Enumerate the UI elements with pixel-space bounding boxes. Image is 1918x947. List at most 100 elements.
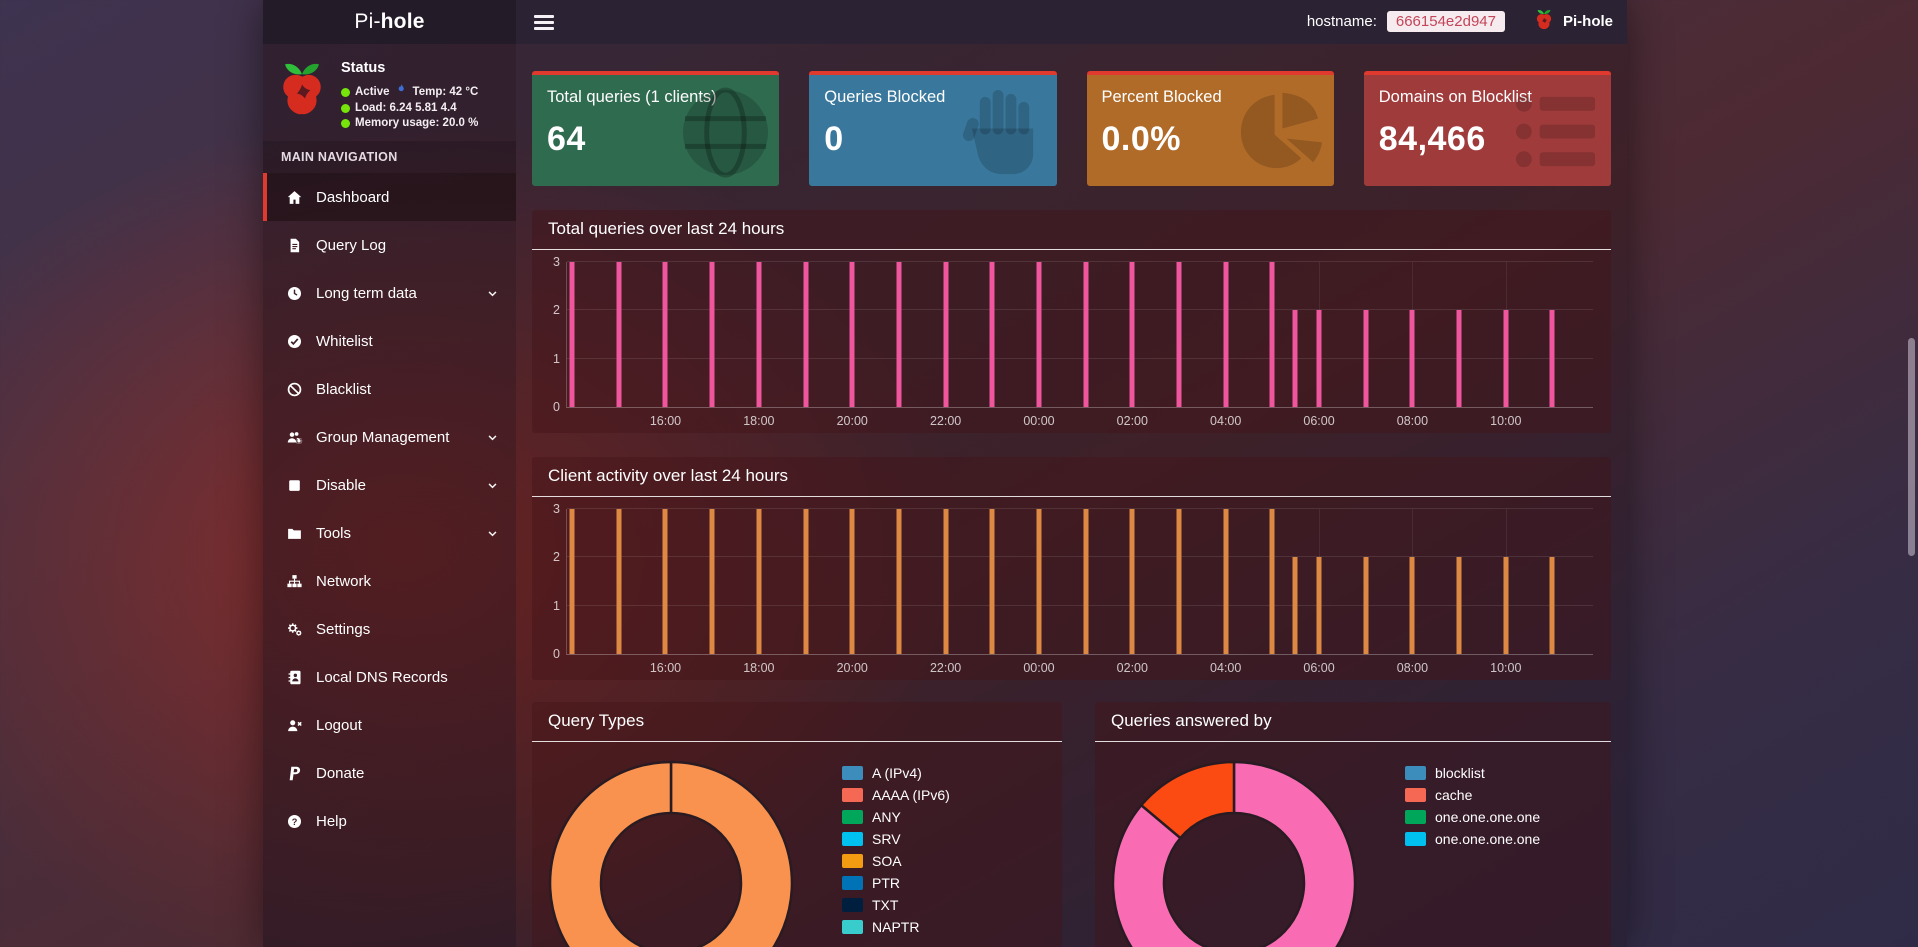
scrollbar-thumb[interactable]: [1908, 338, 1915, 556]
bar[interactable]: [616, 262, 622, 407]
bar[interactable]: [569, 262, 575, 407]
sidebar-item-label: Long term data: [316, 284, 417, 302]
bar[interactable]: [662, 262, 668, 407]
donut-slice[interactable]: [1111, 760, 1357, 947]
bar[interactable]: [803, 262, 809, 407]
legend-item[interactable]: one.one.one.one: [1405, 830, 1540, 848]
bar[interactable]: [756, 262, 762, 407]
bar[interactable]: [803, 509, 809, 654]
brand-bold: hole: [380, 10, 425, 33]
bar[interactable]: [1269, 262, 1275, 407]
sidebar-item-help[interactable]: ? Help: [263, 797, 516, 845]
bar[interactable]: [1292, 310, 1298, 407]
sidebar-item-label: Donate: [316, 764, 365, 782]
sidebar-item-disable[interactable]: Disable: [263, 461, 516, 509]
bar[interactable]: [1292, 557, 1298, 654]
legend-item[interactable]: cache: [1405, 786, 1540, 804]
bar[interactable]: [1409, 557, 1415, 654]
bar[interactable]: [1316, 557, 1322, 654]
legend-item[interactable]: A (IPv4): [842, 764, 950, 782]
legend-item[interactable]: one.one.one.one: [1405, 808, 1540, 826]
sidebar-menu: Dashboard Query Log Long term data Whitelis…: [263, 173, 516, 845]
bar-chart-canvas[interactable]: 0 1 2 3 16:00 18:00 20:00 22:00 00:00 02:00 04:00 0…: [553, 502, 1593, 675]
sidebar-item-logout[interactable]: Logout: [263, 701, 516, 749]
bar[interactable]: [1036, 509, 1042, 654]
legend-item[interactable]: ANY: [842, 808, 950, 826]
bar[interactable]: [1176, 509, 1182, 654]
legend-item[interactable]: TXT: [842, 896, 950, 914]
bar[interactable]: [1316, 310, 1322, 407]
bar[interactable]: [849, 509, 855, 654]
status-dot-icon: [341, 104, 350, 113]
bar[interactable]: [1363, 557, 1369, 654]
sidebar-item-donate[interactable]: Donate: [263, 749, 516, 797]
x-axis-tick-label: 02:00: [1116, 661, 1148, 675]
bar[interactable]: [989, 262, 995, 407]
bar[interactable]: [1503, 310, 1509, 407]
navbar-logo[interactable]: Pi-hole: [1533, 7, 1613, 38]
sidebar-item-dashboard[interactable]: Dashboard: [263, 173, 516, 221]
stat-card-value: 0: [824, 120, 844, 158]
legend-item[interactable]: AAAA (IPv6): [842, 786, 950, 804]
donut-slice[interactable]: [1139, 760, 1236, 840]
bar[interactable]: [989, 509, 995, 654]
sidebar-item-network[interactable]: Network: [263, 557, 516, 605]
stat-card-queries-blocked[interactable]: Queries Blocked 0: [809, 71, 1057, 186]
bar[interactable]: [1456, 310, 1462, 407]
sidebar-item-tools[interactable]: Tools: [263, 509, 516, 557]
legend-item[interactable]: PTR: [842, 874, 950, 892]
bar[interactable]: [1363, 310, 1369, 407]
bar[interactable]: [1549, 310, 1555, 407]
legend-swatch: [1405, 832, 1426, 846]
stat-card-total-queries-1-clients[interactable]: Total queries (1 clients) 64: [532, 71, 780, 186]
bar[interactable]: [1083, 262, 1089, 407]
legend-item[interactable]: SOA: [842, 852, 950, 870]
bar[interactable]: [1129, 509, 1135, 654]
bar[interactable]: [1083, 509, 1089, 654]
bar[interactable]: [569, 509, 575, 654]
sidebar-item-long-term-data[interactable]: Long term data: [263, 269, 516, 317]
sidebar-item-query-log[interactable]: Query Log: [263, 221, 516, 269]
sidebar-item-group-management[interactable]: Group Management: [263, 413, 516, 461]
sidebar: Status Active Temp: 42 °C Load: 6.24 5.8…: [263, 44, 516, 947]
bar[interactable]: [943, 509, 949, 654]
donut-slice[interactable]: [548, 760, 673, 947]
bar[interactable]: [616, 509, 622, 654]
sidebar-toggle-button[interactable]: [534, 14, 554, 30]
bar[interactable]: [709, 509, 715, 654]
bar[interactable]: [1176, 262, 1182, 407]
bar[interactable]: [943, 262, 949, 407]
bar[interactable]: [709, 262, 715, 407]
bar[interactable]: [1549, 557, 1555, 654]
bar[interactable]: [1503, 557, 1509, 654]
sidebar-item-settings[interactable]: Settings: [263, 605, 516, 653]
legend-swatch: [842, 788, 863, 802]
legend-item[interactable]: SRV: [842, 830, 950, 848]
stat-card-percent-blocked[interactable]: Percent Blocked 0.0%: [1086, 71, 1334, 186]
brand-title[interactable]: Pi-hole: [263, 0, 516, 44]
sidebar-item-whitelist[interactable]: Whitelist: [263, 317, 516, 365]
bar[interactable]: [849, 262, 855, 407]
sidebar-item-local-dns-records[interactable]: Local DNS Records: [263, 653, 516, 701]
bar[interactable]: [896, 509, 902, 654]
bar[interactable]: [756, 509, 762, 654]
bar[interactable]: [1409, 310, 1415, 407]
legend-item[interactable]: blocklist: [1405, 764, 1540, 782]
svg-text:?: ?: [291, 816, 297, 826]
legend-item[interactable]: NAPTR: [842, 918, 950, 936]
stat-card-domains-on-blocklist[interactable]: Domains on Blocklist 84,466: [1363, 71, 1611, 186]
bar[interactable]: [1223, 262, 1229, 407]
donut-chart[interactable]: [1109, 758, 1359, 947]
bar[interactable]: [1036, 262, 1042, 407]
bar-chart-canvas[interactable]: 0 1 2 3 16:00 18:00 20:00 22:00 00:00 02:00 04:00 0…: [553, 255, 1593, 428]
sidebar-item-blacklist[interactable]: Blacklist: [263, 365, 516, 413]
bar[interactable]: [896, 262, 902, 407]
donut-slice[interactable]: [669, 760, 794, 947]
bar[interactable]: [1223, 509, 1229, 654]
bar[interactable]: [1129, 262, 1135, 407]
bar[interactable]: [1456, 557, 1462, 654]
x-axis-tick-label: 10:00: [1490, 661, 1522, 675]
bar[interactable]: [662, 509, 668, 654]
bar[interactable]: [1269, 509, 1275, 654]
donut-chart[interactable]: [546, 758, 796, 947]
